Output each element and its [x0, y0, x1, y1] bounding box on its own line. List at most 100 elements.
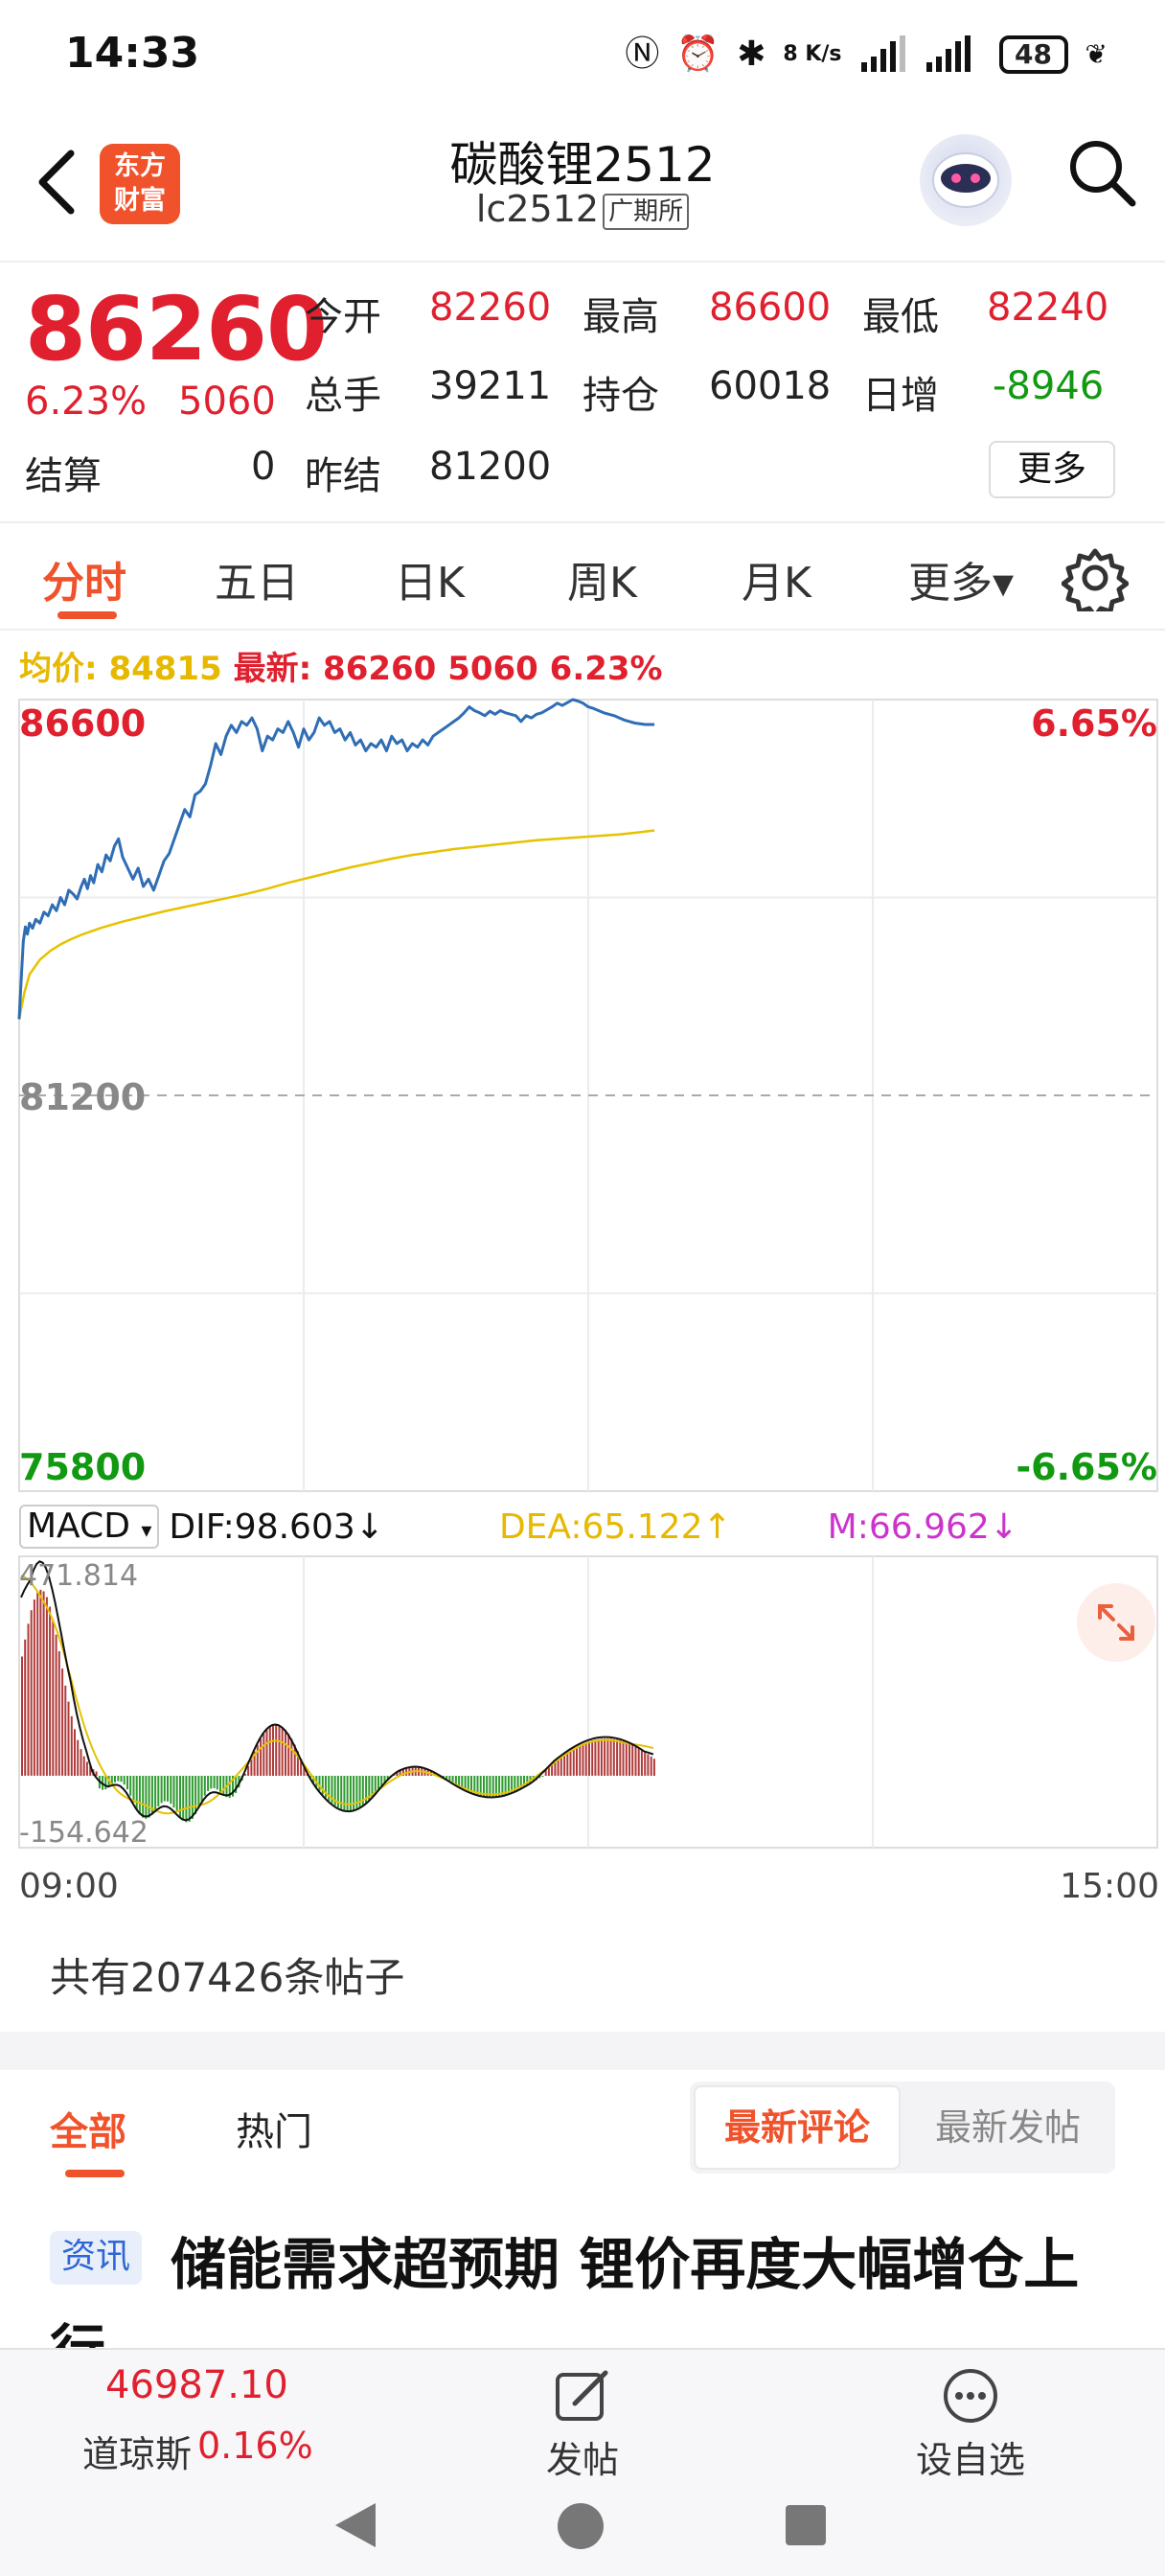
- macd-bar: [541, 1776, 544, 1777]
- macd-bar: [296, 1751, 299, 1776]
- more-quote-button[interactable]: 更多: [989, 441, 1115, 498]
- macd-bar: [325, 1776, 327, 1798]
- macd-bar: [64, 1685, 67, 1776]
- dea-value: DEA:65.122↑: [498, 1506, 732, 1547]
- daily-change-label: 日增: [862, 374, 939, 418]
- y-axis-max-label: 86600: [19, 702, 146, 745]
- macd-bar: [135, 1776, 138, 1809]
- macd-bar: [55, 1634, 57, 1776]
- macd-bar: [42, 1591, 45, 1776]
- macd-bar: [523, 1776, 525, 1787]
- macd-bar: [145, 1776, 148, 1819]
- back-icon[interactable]: [29, 144, 86, 220]
- sort-latest-post-button[interactable]: 最新发帖: [934, 2106, 1081, 2149]
- index-name[interactable]: 道琼斯: [82, 2433, 193, 2475]
- macd-bar: [519, 1776, 522, 1789]
- macd-bar: [260, 1738, 263, 1776]
- macd-bars: [21, 1589, 655, 1823]
- macd-bar: [579, 1745, 582, 1776]
- tab-weekly-k[interactable]: 周K: [567, 559, 637, 608]
- macd-bar: [222, 1776, 225, 1795]
- tabs-divider: [0, 629, 1165, 631]
- nav-back-icon[interactable]: [331, 2501, 379, 2549]
- dropdown-icon: ▾: [141, 1519, 152, 1543]
- sort-latest-comment-button[interactable]: 最新评论: [694, 2085, 901, 2170]
- assistant-avatar[interactable]: [920, 134, 1012, 226]
- macd-bar: [89, 1765, 92, 1776]
- price-grid: [18, 699, 1158, 1492]
- macd-selector[interactable]: MACD ▾: [19, 1505, 160, 1549]
- macd-bar: [584, 1742, 587, 1776]
- macd-bar: [652, 1759, 655, 1776]
- expand-chart-button[interactable]: [1077, 1583, 1155, 1662]
- open-interest-label: 持仓: [582, 374, 659, 418]
- index-change[interactable]: 0.16%: [197, 2425, 313, 2467]
- macd-lines: [20, 1560, 654, 1822]
- macd-bar: [52, 1619, 55, 1776]
- post-tab-indicator: [65, 2170, 125, 2177]
- macd-bar: [491, 1776, 494, 1797]
- post-button[interactable]: 发帖: [542, 2365, 623, 2483]
- status-icons: Ⓝ ⏰ ✱ 8 K/s 48 ❦: [625, 31, 1108, 79]
- open-label: 今开: [305, 295, 381, 339]
- macd-bar: [148, 1776, 150, 1818]
- macd-bar: [616, 1739, 619, 1776]
- tab-daily-k[interactable]: 日K: [395, 559, 465, 608]
- add-watchlist-button[interactable]: 设自选: [906, 2365, 1035, 2483]
- macd-bar: [328, 1776, 331, 1801]
- macd-bar: [285, 1730, 286, 1776]
- macd-bar: [85, 1761, 88, 1776]
- dif-value: DIF:98.603↓: [169, 1506, 384, 1547]
- latest-pct: 6.23%: [549, 650, 663, 688]
- macd-bar: [448, 1776, 451, 1782]
- tab-five-day[interactable]: 五日: [215, 559, 299, 608]
- prev-settle-value: 81200: [429, 445, 552, 489]
- macd-bar: [182, 1776, 185, 1821]
- macd-bar: [377, 1776, 379, 1792]
- leaf-icon: ❦: [1085, 38, 1108, 70]
- price-lines: [17, 698, 655, 1020]
- macd-bar: [27, 1623, 30, 1776]
- macd-bar: [479, 1776, 482, 1796]
- macd-bar: [175, 1776, 178, 1813]
- macd-bar: [343, 1776, 346, 1810]
- tab-all-posts[interactable]: 全部: [50, 2110, 126, 2154]
- contract-code-text: lc2512: [475, 188, 600, 230]
- macd-bar: [511, 1776, 514, 1793]
- tab-intraday[interactable]: 分时: [42, 559, 126, 608]
- nav-recent-icon[interactable]: [786, 2505, 826, 2545]
- add-watchlist-label: 设自选: [915, 2439, 1025, 2481]
- macd-bar: [117, 1776, 120, 1782]
- news-tag: 资讯: [50, 2231, 143, 2285]
- tab-monthly-k[interactable]: 月K: [742, 559, 811, 608]
- tab-hot-posts[interactable]: 热门: [236, 2110, 312, 2154]
- edit-icon: [556, 2370, 608, 2421]
- macd-bar: [194, 1776, 197, 1814]
- signal-icon-2: [925, 35, 971, 72]
- macd-bar: [207, 1776, 210, 1791]
- exchange-badge: 广期所: [603, 193, 690, 230]
- macd-bar: [365, 1776, 368, 1805]
- macd-bar: [263, 1734, 265, 1776]
- index-value[interactable]: 46987.10: [105, 2363, 288, 2407]
- y-axis-right-max-label: 6.65%: [1031, 702, 1157, 745]
- macd-bar: [514, 1776, 516, 1792]
- macd-bar: [551, 1763, 554, 1776]
- macd-bar: [625, 1742, 628, 1776]
- intraday-chart[interactable]: 86600 81200 75800 6.65% -6.65% 471.814 -…: [0, 690, 1165, 1898]
- macd-bar: [228, 1776, 231, 1799]
- settings-icon[interactable]: [1062, 544, 1129, 611]
- settle-value: 0: [251, 445, 276, 489]
- search-icon[interactable]: [1063, 134, 1140, 211]
- page-title: 碳酸锂2512: [449, 137, 716, 193]
- macd-bar: [588, 1741, 590, 1776]
- macd-bar: [489, 1776, 491, 1797]
- macd-bar: [77, 1739, 80, 1776]
- nav-home-icon[interactable]: [558, 2503, 604, 2549]
- avg-price-value: 84815: [108, 650, 222, 688]
- macd-bar: [33, 1599, 35, 1776]
- macd-bar: [300, 1758, 303, 1776]
- macd-bar: [120, 1776, 123, 1782]
- tab-more[interactable]: 更多▾: [908, 559, 1015, 608]
- macd-bar: [142, 1776, 145, 1818]
